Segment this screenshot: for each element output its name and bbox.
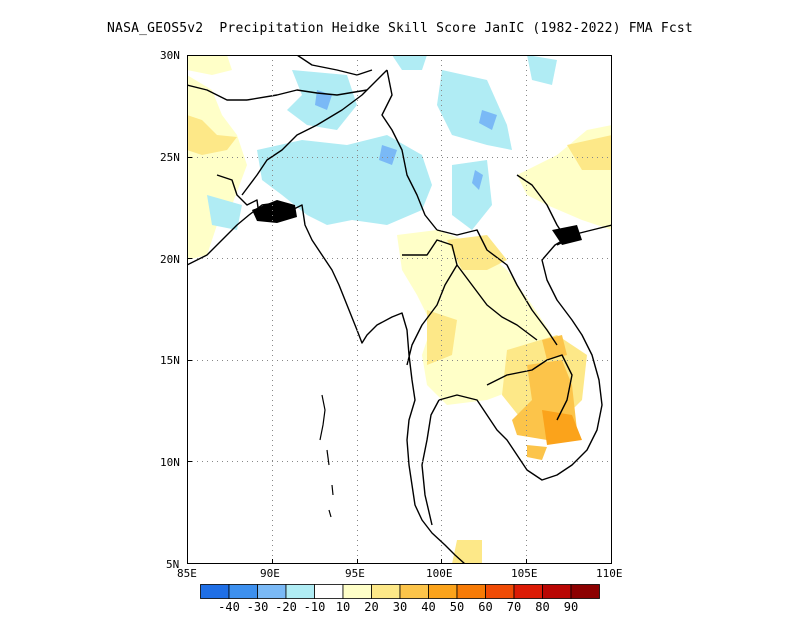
border-myanmar-china: [381, 69, 438, 231]
border-india-myanmar: [241, 69, 388, 196]
colorbar-swatch: [399, 584, 429, 599]
field-region-yellow-thai: [427, 310, 457, 365]
border-laos: [436, 229, 558, 346]
coastal-detail: [252, 200, 582, 245]
colorbar-swatch: [314, 584, 344, 599]
map-ticks: [187, 55, 612, 564]
border-nepal: [187, 84, 247, 101]
lon-label-100e: 100E: [426, 567, 453, 580]
colorbar-swatch: [342, 584, 372, 599]
field-region-orange-vn: [527, 445, 547, 460]
skill-score-field: [187, 55, 612, 564]
field-region-yellow-south: [452, 540, 482, 564]
field-region-blue-yunnan: [452, 160, 492, 230]
colorbar-label: -20: [275, 600, 297, 614]
colorbar-label: 30: [392, 600, 408, 614]
colorbar: [200, 584, 602, 600]
colorbar-swatch: [456, 584, 486, 599]
colorbar-label: -30: [246, 600, 269, 614]
map-gridlines: [187, 55, 612, 564]
field-region-blue-bangla: [207, 195, 242, 230]
field-region-yellow-top: [187, 55, 232, 75]
field-region-yellow-laos: [447, 235, 507, 270]
colorbar-swatch: [428, 584, 458, 599]
colorbar-swatch: [257, 584, 287, 599]
coastline-gulf-west: [421, 399, 440, 526]
colorbar-label: 40: [421, 600, 436, 614]
field-region-blue-ne2: [527, 55, 557, 85]
colorbar-swatch: [200, 584, 230, 599]
skill-score-map: [187, 55, 612, 564]
field-region-yellow-vn-coast: [542, 335, 567, 360]
field-region-orange-mekong: [542, 410, 582, 445]
field-region-blue-myanmar-dark: [379, 145, 397, 165]
colorbar-label: -40: [218, 600, 240, 614]
field-region-blue-yunnan-dark: [472, 170, 483, 190]
colorbar-swatch: [371, 584, 401, 599]
colorbar-label: 70: [506, 600, 522, 614]
field-region-blue-top-dark: [315, 90, 332, 110]
lat-label-25n: 25N: [160, 151, 180, 164]
colorbar-swatch: [542, 584, 572, 599]
lon-label-105e: 105E: [511, 567, 538, 580]
map-title: NASA_GEOS5v2 Precipitation Heidke Skill …: [107, 21, 693, 36]
lon-label-85e: 85E: [177, 567, 197, 580]
field-region-blue-top2: [392, 55, 427, 70]
andaman-islands: [319, 394, 334, 518]
colorbar-label: 90: [563, 600, 579, 614]
colorbar-label: 10: [335, 600, 351, 614]
colorbar-label: 50: [449, 600, 465, 614]
colorbar-swatch: [228, 584, 258, 599]
colorbar-swatch: [570, 584, 600, 599]
colorbar-label: 80: [535, 600, 550, 614]
colorbar-label: 20: [364, 600, 379, 614]
lon-label-110e: 110E: [596, 567, 623, 580]
coastlines-borders: [187, 55, 612, 564]
colorbar-label: -10: [303, 600, 326, 614]
colorbar-swatch: [513, 584, 543, 599]
field-region-yellow-nw2: [187, 115, 237, 155]
lon-label-90e: 90E: [260, 567, 280, 580]
border-bangladesh: [216, 174, 260, 216]
lat-label-20n: 20N: [160, 253, 180, 266]
colorbar-swatch: [485, 584, 515, 599]
field-region-blue-ne-dark: [479, 110, 497, 130]
field-region-yellow-east2: [567, 135, 612, 170]
lat-label-30n: 30N: [160, 49, 180, 62]
lat-label-10n: 10N: [160, 456, 180, 469]
border-myanmar-thai: [402, 239, 458, 366]
coastline-gulf-east-vietnam: [438, 224, 612, 481]
field-region-yellow-nw: [187, 75, 247, 260]
border-laos-thai: [456, 264, 538, 341]
field-region-blue-ne: [437, 70, 512, 150]
colorbar-label: 60: [478, 600, 493, 614]
border-tibet-inner: [296, 55, 373, 76]
lon-label-95e: 95E: [345, 567, 365, 580]
border-cambodia: [486, 354, 573, 421]
lat-label-15n: 15N: [160, 354, 180, 367]
colorbar-swatch: [285, 584, 315, 599]
map-frame: [187, 55, 612, 564]
lat-label-5n: 5N: [166, 558, 180, 571]
